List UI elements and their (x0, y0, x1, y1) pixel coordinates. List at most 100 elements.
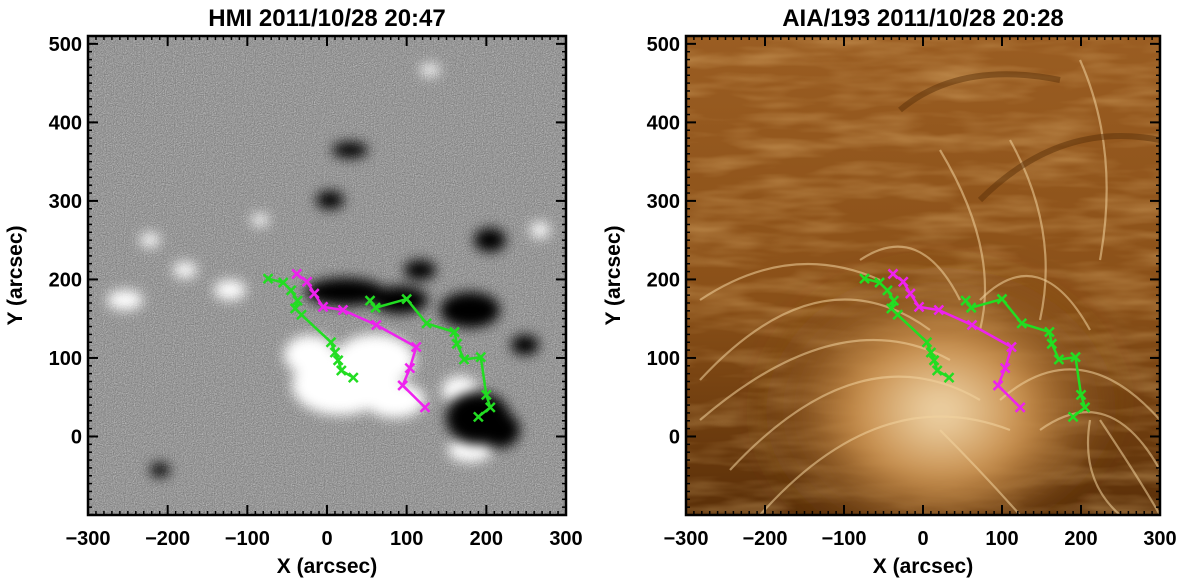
x-axis-label: X (arcsec) (277, 555, 377, 578)
y-axis-label: Y (arcsec) (602, 225, 625, 325)
data-point-marker (999, 362, 1011, 374)
series-line (892, 272, 1022, 409)
data-point-marker (1070, 351, 1081, 363)
x-tick-label: −100 (225, 528, 270, 550)
data-point-marker (449, 326, 460, 338)
hmi-image (88, 36, 566, 515)
data-point-marker (933, 304, 945, 316)
data-point-marker (332, 354, 344, 366)
data-point-marker (925, 347, 937, 358)
y-tick-label: 500 (49, 34, 82, 56)
data-point-marker (325, 336, 337, 348)
data-point-marker (337, 304, 349, 316)
data-point-marker (1046, 338, 1058, 350)
data-point-marker (965, 302, 977, 314)
data-point-marker (1067, 411, 1079, 423)
data-point-marker (859, 273, 870, 285)
x-tick-label: 100 (390, 528, 423, 550)
y-tick-label: 200 (647, 269, 680, 291)
data-point-marker (480, 389, 492, 401)
data-point-marker (292, 295, 303, 307)
data-point-marker (472, 411, 484, 423)
x-tick-label: 0 (917, 528, 928, 550)
data-point-marker (451, 338, 463, 350)
data-point-marker (887, 268, 899, 280)
chart-title: HMI 2011/10/28 20:47 (208, 5, 446, 32)
data-point-marker (928, 354, 940, 366)
series-1 (262, 273, 359, 383)
x-tick-label: 300 (549, 528, 582, 550)
data-point-marker (1053, 354, 1065, 365)
data-point-marker (401, 293, 413, 305)
x-axis-label: X (arcsec) (873, 555, 973, 578)
x-tick-label: −300 (65, 528, 110, 550)
data-point-marker (421, 318, 432, 329)
x-tick-label: −100 (821, 528, 866, 550)
data-point-marker (888, 295, 900, 307)
data-point-marker (1014, 402, 1026, 413)
data-point-marker (301, 276, 313, 288)
data-point-marker (484, 402, 496, 413)
data-point-marker (1016, 318, 1028, 329)
data-point-marker (897, 276, 909, 288)
x-tick-label: −200 (145, 528, 190, 550)
data-point-marker (370, 302, 381, 314)
chart-panel-2: −300 −200 −100 0 100 200 300 0 100 200 300 400 500 AI… (602, 5, 1177, 578)
data-point-marker (308, 288, 320, 299)
y-tick-label: 400 (647, 112, 680, 134)
data-point-marker (277, 277, 289, 288)
data-point-marker (966, 319, 978, 331)
y-tick-label: 0 (71, 426, 82, 448)
x-tick-label: −200 (742, 528, 787, 550)
data-point-marker (874, 277, 885, 288)
chart-title: AIA/193 2011/10/28 20:28 (782, 5, 1064, 32)
series-3 (364, 293, 496, 423)
data-point-marker (347, 372, 359, 383)
data-point-marker (329, 347, 341, 358)
y-tick-label: 100 (647, 348, 680, 370)
data-point-marker (992, 380, 1004, 391)
series-2 (291, 268, 431, 413)
data-point-marker (904, 288, 916, 299)
data-point-marker (1044, 326, 1055, 338)
aia-image (686, 36, 1160, 515)
data-point-marker (931, 365, 943, 376)
x-tick-label: 100 (985, 528, 1018, 550)
x-tick-label: 200 (470, 528, 503, 550)
y-tick-label: 300 (647, 191, 680, 213)
y-tick-label: 200 (49, 269, 82, 291)
data-point-marker (317, 301, 329, 313)
x-tick-label: 200 (1064, 528, 1097, 550)
data-point-marker (475, 351, 487, 363)
y-axis-label: Y (arcsec) (4, 225, 27, 325)
data-point-marker (291, 268, 303, 280)
data-point-marker (371, 319, 382, 331)
data-point-marker (397, 380, 409, 391)
y-tick-label: 400 (49, 112, 82, 134)
chart-panel-1: −300 −200 −100 0 100 200 300 0 100 200 300 400 500 HM… (4, 5, 583, 578)
y-tick-label: 300 (49, 191, 82, 213)
data-point-marker (296, 309, 307, 321)
data-point-marker (335, 365, 347, 376)
y-tick-label: 100 (49, 348, 82, 370)
series-2 (887, 268, 1026, 413)
data-point-marker (892, 309, 904, 321)
data-point-marker (1075, 389, 1087, 401)
data-point-marker (410, 341, 422, 353)
series-1 (859, 273, 955, 383)
y-tick-label: 0 (669, 426, 680, 448)
x-tick-label: 0 (321, 528, 332, 550)
data-point-marker (419, 402, 431, 413)
data-point-marker (1006, 341, 1017, 353)
data-point-marker (458, 354, 470, 365)
data-point-marker (943, 372, 955, 383)
data-point-marker (262, 273, 274, 285)
data-point-marker (882, 285, 893, 296)
data-point-marker (996, 293, 1008, 305)
data-point-marker (1079, 402, 1091, 413)
data-point-marker (285, 285, 297, 296)
x-tick-label: −300 (663, 528, 708, 550)
data-point-marker (404, 362, 416, 374)
data-point-marker (913, 301, 925, 313)
